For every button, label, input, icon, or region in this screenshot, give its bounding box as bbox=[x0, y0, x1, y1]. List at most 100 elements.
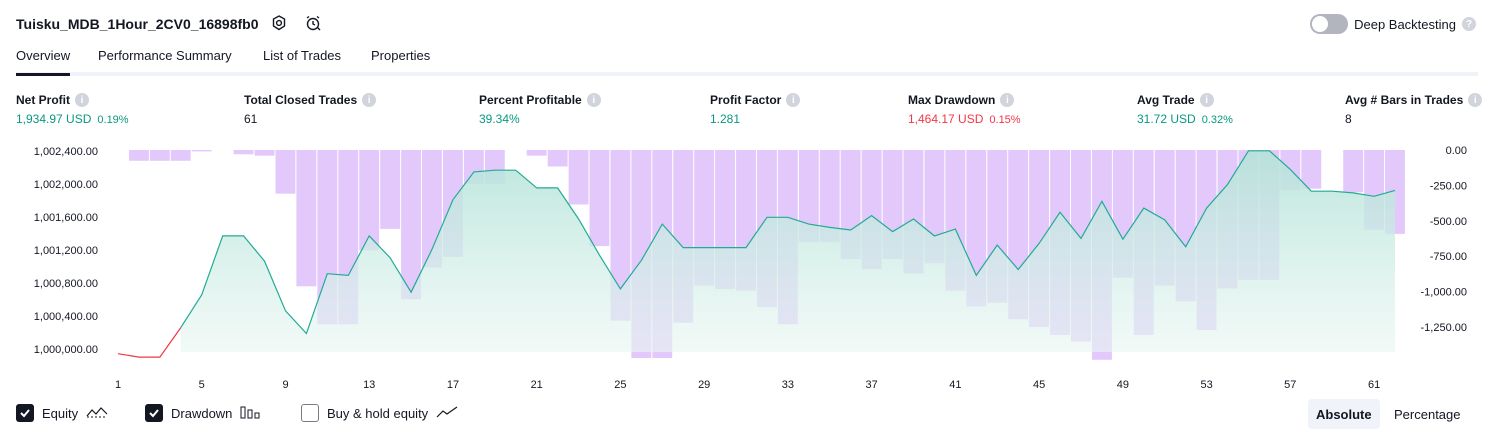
drawdown-bar bbox=[568, 150, 589, 205]
stat-label: Percent Profitable bbox=[479, 93, 582, 107]
right-axis-tick: -250.00 bbox=[1430, 180, 1467, 192]
x-axis: 1 5 9 13 17 21 25 29 33 37 41 45 49 53 57 61 bbox=[115, 379, 1380, 391]
stat-net-profit: Net Profit i 1,934.97 USD 0.19% bbox=[16, 93, 129, 126]
stat-value: 39.34% bbox=[479, 112, 520, 126]
left-axis-tick: 1,000,800.00 bbox=[34, 278, 98, 290]
stat-percent-profitable: Percent Profitable i 39.34% bbox=[479, 93, 601, 126]
equity-line-icon bbox=[86, 405, 108, 422]
x-axis-tick: 45 bbox=[1033, 379, 1045, 391]
percentage-button[interactable]: Percentage bbox=[1394, 406, 1461, 422]
legend-equity[interactable]: Equity bbox=[16, 404, 108, 422]
checkbox-buy-hold[interactable] bbox=[301, 404, 319, 422]
drawdown-bar bbox=[1343, 150, 1364, 193]
drawdown-bar bbox=[149, 150, 170, 161]
drawdown-bar bbox=[610, 150, 631, 321]
strategy-header: Tuisku_MDB_1Hour_2CV0_16898fb0 Deep Back… bbox=[0, 0, 1494, 46]
x-axis-tick: 57 bbox=[1284, 379, 1296, 391]
legend-buy-hold[interactable]: Buy & hold equity bbox=[301, 404, 458, 422]
deep-backtesting-toggle[interactable] bbox=[1310, 14, 1349, 34]
toggle-knob bbox=[1312, 16, 1329, 32]
stat-value: 1.281 bbox=[710, 112, 741, 126]
drawdown-bar bbox=[191, 150, 212, 152]
equity-area bbox=[180, 150, 1395, 352]
equity-drawdown-chart[interactable]: 1,002,400.00 1,002,000.00 1,001,600.00 1,00… bbox=[0, 140, 1494, 398]
checkbox-drawdown[interactable] bbox=[145, 404, 163, 422]
info-icon[interactable]: i bbox=[1000, 93, 1015, 107]
x-axis-tick: 1 bbox=[115, 379, 121, 391]
right-axis: 0.00 -250.00 -500.00 -750.00 -1,000.00 -1,250… bbox=[1421, 145, 1467, 334]
absolute-button[interactable]: Absolute bbox=[1308, 399, 1380, 429]
stat-label: Total Closed Trades bbox=[244, 93, 358, 107]
stat-percent: 0.19% bbox=[97, 114, 129, 126]
stat-value: 8 bbox=[1345, 112, 1352, 126]
stat-value: 31.72 USD bbox=[1137, 112, 1196, 126]
legend-label: Buy & hold equity bbox=[327, 405, 429, 421]
drawdown-bar bbox=[129, 150, 149, 161]
right-axis-tick: -750.00 bbox=[1430, 251, 1467, 263]
stat-label: Max Drawdown bbox=[908, 93, 996, 107]
drawdown-bar bbox=[547, 150, 568, 167]
info-icon[interactable]: i bbox=[586, 93, 601, 107]
drawdown-bar bbox=[589, 150, 610, 247]
legend-label: Drawdown bbox=[171, 405, 233, 421]
stat-avg-bars: Avg # Bars in Trades i 8 bbox=[1345, 93, 1483, 126]
alarm-clock-icon[interactable] bbox=[302, 12, 324, 34]
stat-profit-factor: Profit Factor i 1.281 bbox=[710, 93, 801, 126]
drawdown-bar bbox=[296, 150, 317, 287]
info-icon[interactable]: i bbox=[75, 93, 89, 107]
equity-line bbox=[180, 150, 1396, 335]
tab-performance-summary[interactable]: Performance Summary bbox=[98, 48, 232, 63]
stat-max-drawdown: Max Drawdown i 1,464.17 USD 0.15% bbox=[908, 93, 1021, 126]
left-axis-tick: 1,000,000.00 bbox=[34, 344, 98, 356]
settings-icon[interactable] bbox=[268, 12, 290, 34]
x-axis-tick: 21 bbox=[531, 379, 543, 391]
x-axis-tick: 37 bbox=[865, 379, 877, 391]
x-axis-tick: 33 bbox=[782, 379, 794, 391]
x-axis-tick: 25 bbox=[614, 379, 626, 391]
info-icon[interactable]: i bbox=[362, 93, 377, 107]
checkbox-equity[interactable] bbox=[16, 404, 34, 422]
deep-backtesting: Deep Backtesting ? bbox=[1310, 14, 1476, 34]
right-axis-tick: -1,000.00 bbox=[1421, 287, 1467, 299]
left-axis-tick: 1,000,400.00 bbox=[34, 311, 98, 323]
left-axis-tick: 1,001,600.00 bbox=[34, 212, 98, 224]
help-icon[interactable]: ? bbox=[1462, 17, 1476, 31]
stat-label: Net Profit bbox=[16, 93, 70, 107]
drawdown-bar bbox=[401, 150, 421, 300]
right-axis-tick: 0.00 bbox=[1446, 145, 1467, 157]
stat-value: 1,934.97 USD bbox=[16, 112, 92, 126]
x-axis-tick: 29 bbox=[698, 379, 710, 391]
drawdown-bar bbox=[359, 150, 380, 251]
tab-list-of-trades[interactable]: List of Trades bbox=[263, 48, 342, 63]
tab-properties[interactable]: Properties bbox=[371, 48, 431, 63]
stat-label: Profit Factor bbox=[710, 93, 782, 107]
x-axis-tick: 5 bbox=[199, 379, 205, 391]
legend-label: Equity bbox=[42, 405, 79, 421]
left-axis-tick: 1,002,000.00 bbox=[34, 179, 98, 191]
strategy-name: Tuisku_MDB_1Hour_2CV0_16898fb0 bbox=[16, 16, 259, 32]
buy-hold-line-icon bbox=[436, 405, 458, 422]
legend-drawdown[interactable]: Drawdown bbox=[145, 404, 260, 422]
drawdown-bar bbox=[380, 150, 401, 229]
drawdown-bar bbox=[798, 150, 819, 242]
drawdown-bar bbox=[170, 150, 191, 161]
deep-backtesting-label: Deep Backtesting bbox=[1354, 16, 1456, 32]
x-axis-tick: 61 bbox=[1368, 379, 1380, 391]
info-icon[interactable]: i bbox=[1199, 93, 1214, 107]
stat-label: Avg Trade bbox=[1137, 93, 1195, 107]
drawdown-bar bbox=[254, 150, 275, 156]
tab-overview[interactable]: Overview bbox=[16, 48, 71, 76]
x-axis-tick: 41 bbox=[949, 379, 961, 391]
stat-avg-trade: Avg Trade i 31.72 USD 0.32% bbox=[1137, 93, 1233, 126]
x-axis-tick: 53 bbox=[1200, 379, 1212, 391]
right-axis-tick: -500.00 bbox=[1430, 216, 1467, 228]
drawdown-bar bbox=[819, 150, 840, 242]
left-axis-tick: 1,002,400.00 bbox=[34, 146, 98, 158]
x-axis-tick: 49 bbox=[1117, 379, 1129, 391]
left-axis-tick: 1,001,200.00 bbox=[34, 245, 98, 257]
left-axis: 1,002,400.00 1,002,000.00 1,001,600.00 1,00… bbox=[34, 146, 98, 356]
stat-percent: 0.15% bbox=[989, 114, 1021, 126]
info-icon[interactable]: i bbox=[1468, 93, 1483, 107]
tab-bar: Overview Performance Summary List of Tra… bbox=[16, 44, 1478, 76]
info-icon[interactable]: i bbox=[786, 93, 801, 107]
